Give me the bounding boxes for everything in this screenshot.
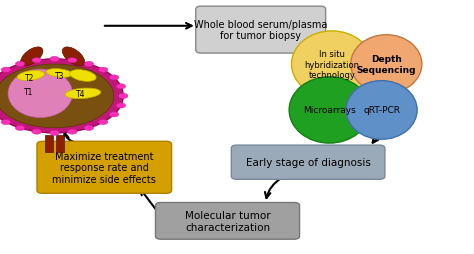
- Circle shape: [32, 130, 41, 135]
- Ellipse shape: [21, 48, 43, 67]
- Ellipse shape: [346, 81, 417, 140]
- Ellipse shape: [70, 70, 96, 82]
- Text: T4: T4: [76, 90, 85, 99]
- FancyBboxPatch shape: [231, 146, 385, 180]
- Text: T1: T1: [24, 87, 33, 97]
- FancyBboxPatch shape: [56, 136, 64, 152]
- Circle shape: [116, 84, 126, 89]
- Circle shape: [1, 120, 10, 125]
- Ellipse shape: [292, 32, 372, 98]
- Ellipse shape: [46, 69, 72, 78]
- Text: In situ
hybridization
technology: In situ hybridization technology: [304, 50, 359, 80]
- Circle shape: [84, 62, 93, 67]
- FancyBboxPatch shape: [45, 136, 53, 152]
- Text: T2: T2: [25, 74, 35, 83]
- Circle shape: [50, 131, 59, 136]
- Circle shape: [84, 126, 93, 131]
- FancyBboxPatch shape: [196, 7, 326, 54]
- FancyBboxPatch shape: [37, 142, 172, 194]
- Circle shape: [50, 57, 59, 62]
- Text: Depth
Sequencing: Depth Sequencing: [356, 55, 416, 74]
- Circle shape: [15, 126, 25, 131]
- Circle shape: [99, 68, 108, 73]
- Ellipse shape: [289, 77, 370, 144]
- Text: Maximize treatment
response rate and
minimize side effects: Maximize treatment response rate and min…: [52, 151, 156, 184]
- Circle shape: [68, 58, 77, 64]
- Circle shape: [99, 120, 108, 125]
- FancyBboxPatch shape: [155, 203, 300, 239]
- Text: Whole blood serum/plasma
for tumor biopsy: Whole blood serum/plasma for tumor biops…: [194, 20, 328, 41]
- Circle shape: [0, 60, 123, 133]
- Text: Early stage of diagnosis: Early stage of diagnosis: [246, 157, 371, 168]
- Circle shape: [16, 62, 25, 67]
- Text: T3: T3: [55, 72, 64, 81]
- Circle shape: [109, 112, 119, 118]
- Ellipse shape: [63, 48, 84, 67]
- Ellipse shape: [8, 70, 73, 118]
- Circle shape: [68, 130, 77, 135]
- Circle shape: [116, 104, 126, 109]
- Circle shape: [1, 68, 10, 73]
- Text: qRT-PCR: qRT-PCR: [363, 106, 400, 115]
- Circle shape: [109, 75, 119, 81]
- Circle shape: [118, 94, 128, 99]
- Circle shape: [32, 58, 41, 64]
- Ellipse shape: [17, 71, 45, 81]
- Ellipse shape: [65, 89, 101, 99]
- Text: Microarrays: Microarrays: [303, 106, 356, 115]
- Ellipse shape: [351, 36, 422, 94]
- Circle shape: [0, 65, 114, 128]
- Text: Molecular tumor
characterization: Molecular tumor characterization: [185, 210, 270, 232]
